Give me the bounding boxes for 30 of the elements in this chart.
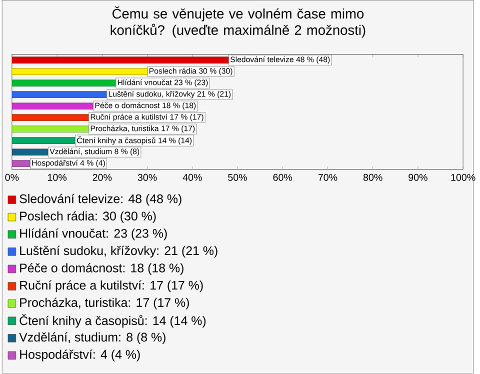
x-tick-label: 90% xyxy=(408,174,428,182)
text: Hospodářství: 4 (4 %) xyxy=(20,350,140,362)
x-tick-label: 70% xyxy=(318,174,338,182)
bar xyxy=(12,56,229,64)
x-tick-label: 50% xyxy=(228,174,247,182)
x-tick-label: 80% xyxy=(363,174,382,182)
bar xyxy=(12,91,107,98)
bar xyxy=(12,137,76,144)
x-tick-label: 40% xyxy=(182,174,202,182)
text: Péče o domácnost: 18 (18 %) xyxy=(20,263,184,276)
x-tick-label: 30% xyxy=(138,174,157,182)
text: Ruční práce a kutilství: 17 (17 %) xyxy=(20,280,203,292)
text: Luštění sudoku, křížovky: 21 (21 %) xyxy=(20,246,218,258)
bar xyxy=(12,126,89,133)
bar xyxy=(12,160,30,168)
chart-title: Čemu se věnujete ve volném čase mimo koníčků? (uveďte maximálně 2 možnosti) xyxy=(110,6,366,38)
text: Vzdělání, studium: 8 (8 %) xyxy=(19,332,166,344)
x-tick-label: 60% xyxy=(273,174,292,182)
text: Procházka, turistika: 17 (17 %) xyxy=(20,298,189,310)
bar xyxy=(12,102,94,110)
x-tick-label: 100% xyxy=(451,174,476,182)
text: Sledování televize: 48 (48 %) xyxy=(20,194,182,206)
x-tick-label: 20% xyxy=(92,174,112,182)
bar xyxy=(12,148,48,156)
x-tick-label: 10% xyxy=(48,174,67,182)
x-tick-label: 0% xyxy=(5,174,19,182)
text: Poslech rádia: 30 (30 %) xyxy=(20,211,156,224)
text: Čtení knihy a časopisů: 14 (14 %) xyxy=(20,314,206,328)
bar xyxy=(12,114,89,122)
text: Hlídání vnoučat: 23 (23 %) xyxy=(20,228,167,240)
